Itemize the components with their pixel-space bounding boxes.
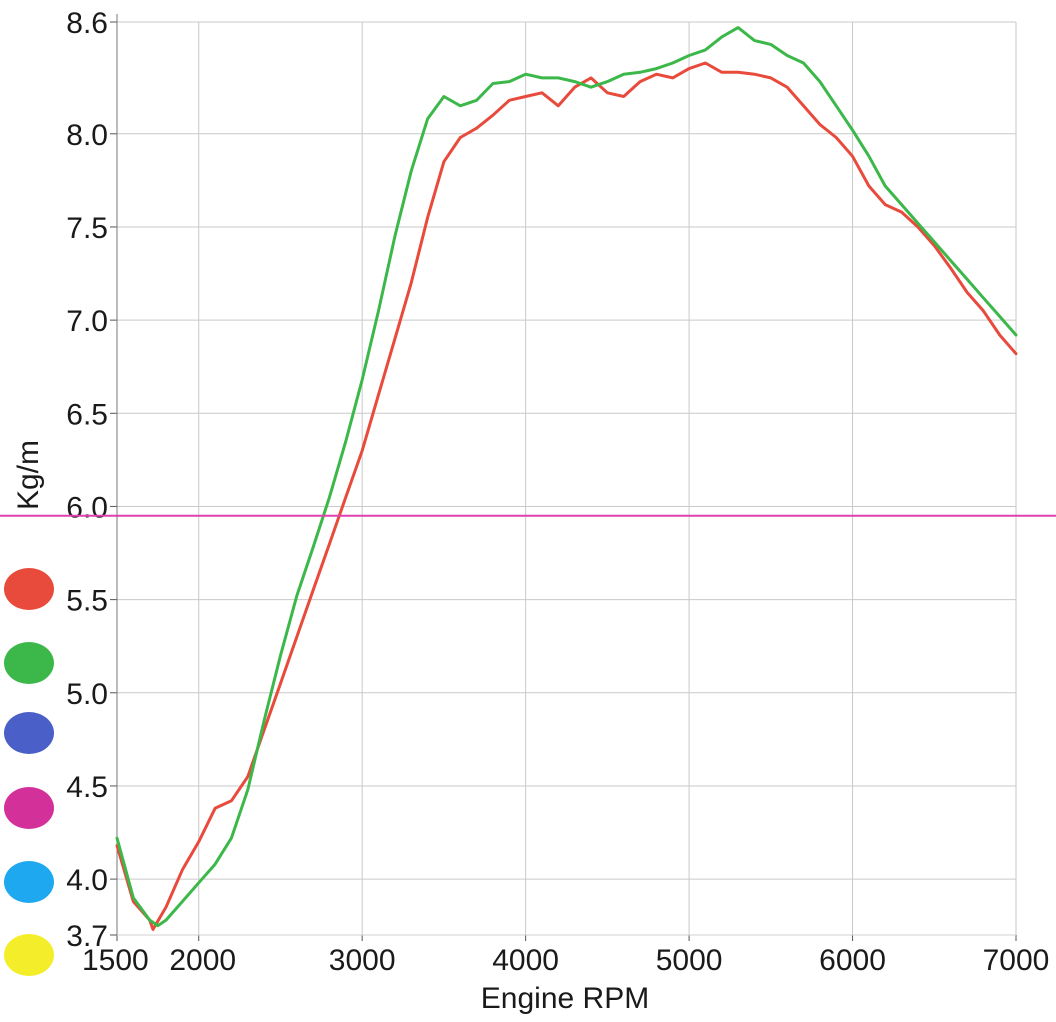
legend-swatch[interactable] — [4, 861, 54, 903]
x-tick-label: 4000 — [492, 944, 559, 977]
x-axis-label: Engine RPM — [481, 982, 649, 1015]
y-tick-label: 5.5 — [66, 585, 108, 618]
legend-swatch[interactable] — [4, 642, 54, 684]
y-tick-label: 8.0 — [66, 119, 108, 152]
x-tick-label: 5000 — [656, 944, 723, 977]
x-tick-label: 1500 — [82, 944, 149, 977]
x-tick-label: 3000 — [329, 944, 396, 977]
legend — [4, 568, 54, 976]
y-tick-label: 3.7 — [66, 920, 108, 953]
red-series-line — [115, 61, 1018, 931]
y-tick-label: 6.5 — [66, 398, 108, 431]
legend-swatch[interactable] — [4, 568, 54, 610]
legend-swatch[interactable] — [4, 712, 54, 754]
y-tick-label: 4.5 — [66, 771, 108, 804]
legend-swatch[interactable] — [4, 934, 54, 976]
legend-swatch[interactable] — [4, 787, 54, 829]
grid — [117, 21, 1017, 935]
axes: 1500 2000 3000 4000 5000 6000 7000 3.7 4.0 4.5 5.0… — [66, 7, 1049, 977]
y-tick-label: 8.6 — [66, 7, 108, 40]
x-tick-label: 2000 — [169, 944, 236, 977]
y-tick-label: 5.0 — [66, 678, 108, 711]
x-tick-label: 6000 — [819, 944, 886, 977]
green-series-line — [115, 26, 1018, 928]
series-lines — [115, 26, 1018, 931]
y-tick-label: 7.5 — [66, 212, 108, 245]
x-tick-label: 7000 — [983, 944, 1050, 977]
y-tick-label: 7.0 — [66, 305, 108, 338]
y-tick-label: 6.0 — [66, 491, 108, 524]
y-tick-label: 4.0 — [66, 864, 108, 897]
y-axis-label: Kg/m — [12, 440, 45, 510]
